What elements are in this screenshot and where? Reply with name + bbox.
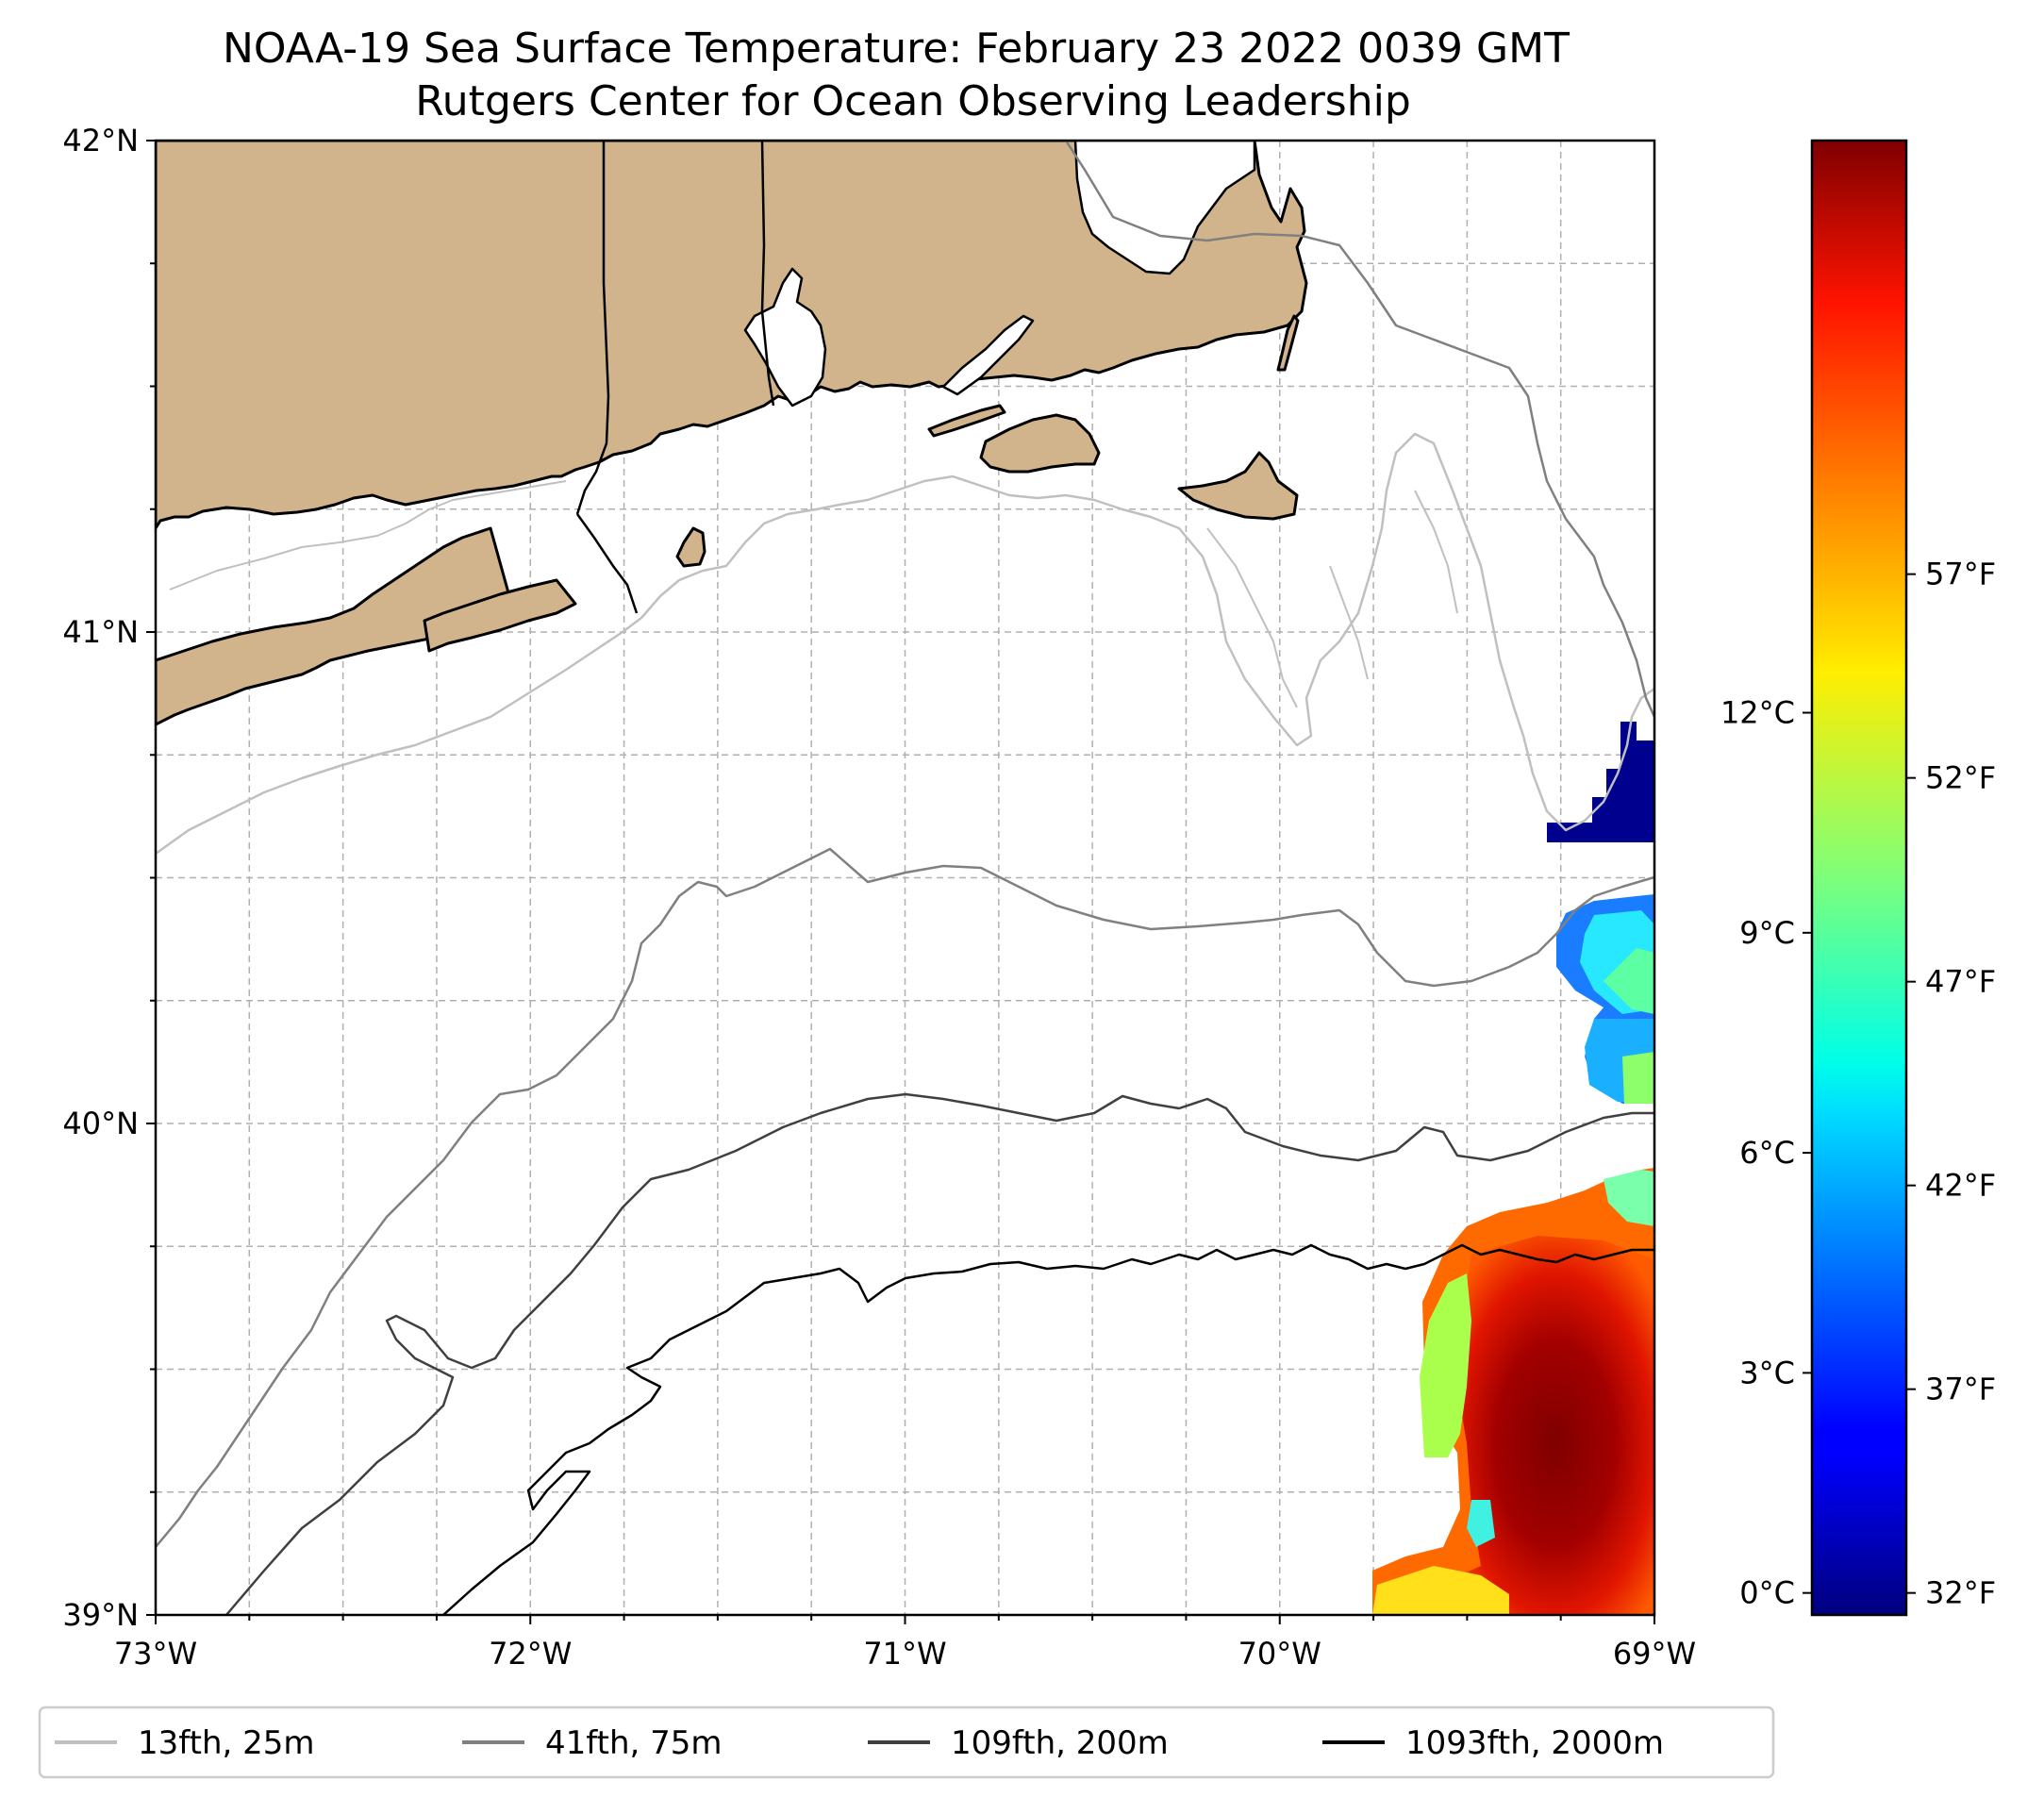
- y-tick-label: 41°N: [62, 614, 139, 650]
- colorbar-celsius-label: 0°C: [1739, 1575, 1795, 1611]
- sst-patch-green-mid: [1604, 948, 1654, 1014]
- sst-patch-green-northeast: [1604, 1170, 1654, 1226]
- border-ny-ct: [575, 141, 610, 515]
- colorbar-celsius-label: 12°C: [1720, 695, 1795, 731]
- map-gridlines: [156, 141, 1654, 1615]
- sst-patch-cold-north: [1547, 722, 1654, 842]
- marthas-vineyard: [979, 413, 1101, 474]
- colorbar: 0°C 3°C 6°C 9°C 12°C 32°F 37°F 42°F 47°F 52°F 57°…: [1720, 139, 1996, 1617]
- contour-25m-inner: [169, 480, 567, 591]
- x-tick-label: 72°W: [489, 1636, 572, 1672]
- colorbar-celsius-label: 9°C: [1739, 915, 1795, 951]
- y-tick-label: 39°N: [62, 1597, 139, 1633]
- bathymetry-contours: [156, 141, 1654, 1615]
- colorbar-fahrenheit-label: 42°F: [1925, 1168, 1996, 1204]
- legend: 13fth, 25m 41fth, 75m 109fth, 200m 1093fth,…: [38, 1705, 1775, 1779]
- sst-patch-green-lower: [1622, 1052, 1654, 1104]
- nantucket: [1177, 451, 1299, 521]
- chart-subtitle: Rutgers Center for Ocean Observing Leade…: [415, 77, 1411, 125]
- colorbar-celsius-label: 3°C: [1739, 1355, 1795, 1390]
- long-island-south-fork: [423, 578, 577, 653]
- legend-label: 41fth, 75m: [545, 1724, 723, 1762]
- sst-patch-green-edge-west: [1420, 1273, 1471, 1457]
- map-panel: [156, 141, 1654, 1615]
- y-tick-label: 40°N: [62, 1106, 139, 1141]
- map-axis-ticks: [146, 140, 1655, 1624]
- y-tick-label: 42°N: [62, 123, 139, 158]
- buzzards-bay: [941, 314, 1035, 396]
- block-island: [675, 526, 706, 568]
- border-ct-ri: [760, 141, 775, 407]
- legend-label: 13fth, 25m: [138, 1724, 315, 1762]
- bays: [743, 141, 1256, 408]
- contour-75m: [156, 847, 1654, 1548]
- colorbar-fahrenheit-ticks: 32°F 37°F 42°F 47°F 52°F 57°F: [1906, 557, 1996, 1611]
- x-tick-label: 73°W: [114, 1636, 197, 1672]
- contour-75m-east: [1064, 141, 1654, 718]
- contour-2000m: [442, 1243, 1654, 1615]
- x-tick-label: 71°W: [863, 1636, 946, 1672]
- contour-200m: [225, 1092, 1654, 1615]
- land: [156, 141, 1308, 726]
- chart-title: NOAA-19 Sea Surface Temperature: Februar…: [223, 25, 1570, 73]
- colorbar-fahrenheit-label: 57°F: [1925, 557, 1996, 592]
- sst-patch-yellow-south: [1372, 1566, 1509, 1615]
- border-ny-ct-sound: [575, 513, 639, 614]
- sst-patches: [1372, 722, 1654, 1615]
- colorbar-celsius-label: 6°C: [1739, 1135, 1795, 1171]
- sst-patch-cyan-edge: [1467, 1500, 1495, 1547]
- state-borders: [575, 141, 775, 614]
- colorbar-celsius-ticks: 0°C 3°C 6°C 9°C 12°C: [1720, 695, 1812, 1611]
- narragansett-bay: [743, 267, 827, 408]
- cape-cod-bay: [1073, 141, 1256, 275]
- x-tick-label: 69°W: [1613, 1636, 1696, 1672]
- monomoy-island: [1276, 314, 1300, 372]
- colorbar-fahrenheit-label: 47°F: [1925, 964, 1996, 1000]
- legend-items: 13fth, 25m 41fth, 75m 109fth, 200m 1093fth,…: [55, 1724, 1664, 1762]
- x-tick-labels: 73°W 72°W 71°W 70°W 69°W: [114, 1636, 1696, 1672]
- colorbar-gradient: [1810, 139, 1908, 1617]
- contour-25m-shoals: [1206, 490, 1458, 708]
- colorbar-fahrenheit-label: 37°F: [1925, 1372, 1996, 1407]
- colorbar-fahrenheit-label: 32°F: [1925, 1575, 1996, 1611]
- legend-label: 109fth, 200m: [951, 1724, 1169, 1762]
- elizabeth-islands: [927, 404, 1006, 438]
- x-tick-label: 70°W: [1238, 1636, 1321, 1672]
- legend-label: 1093fth, 2000m: [1405, 1724, 1664, 1762]
- y-tick-labels: 42°N 41°N 40°N 39°N: [62, 123, 139, 1633]
- colorbar-fahrenheit-label: 52°F: [1925, 760, 1996, 796]
- contour-25m: [156, 432, 1654, 856]
